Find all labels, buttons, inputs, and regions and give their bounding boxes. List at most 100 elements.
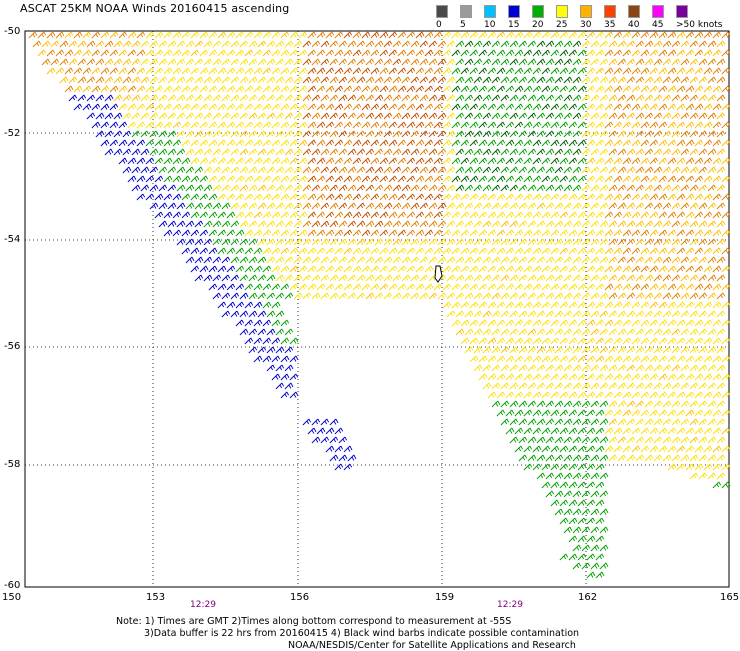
wind-barb (118, 31, 128, 39)
wind-barb (338, 292, 348, 300)
wind-barb (581, 166, 591, 174)
wind-barb (604, 139, 614, 147)
wind-barb (307, 427, 317, 435)
wind-barb (487, 373, 497, 381)
colorbar-swatch (580, 5, 592, 18)
wind-barb (397, 121, 407, 129)
wind-barb (185, 94, 195, 102)
wind-barb (694, 373, 704, 381)
wind-barb (365, 292, 375, 300)
wind-barb (676, 301, 686, 309)
wind-barb (190, 157, 200, 165)
wind-barb (509, 148, 519, 156)
wind-barb (338, 436, 348, 444)
wind-barb (572, 526, 582, 534)
wind-barb (289, 283, 299, 291)
wind-barb (482, 112, 492, 120)
wind-barb (343, 283, 353, 291)
wind-barb (707, 76, 717, 84)
wind-barb (352, 265, 362, 273)
wind-barb (212, 94, 222, 102)
wind-barb (199, 193, 209, 201)
wind-barb (527, 184, 537, 192)
wind-barb (541, 427, 551, 435)
wind-barb (338, 454, 348, 462)
wind-barb (559, 553, 569, 561)
wind-barb (347, 40, 357, 48)
colorbar-label: 35 (604, 20, 616, 30)
wind-barb (383, 220, 393, 228)
wind-barb (217, 103, 227, 111)
wind-barb (703, 103, 713, 111)
wind-barb (127, 31, 137, 39)
wind-barb (289, 265, 299, 273)
wind-barb (334, 193, 344, 201)
wind-barb (298, 265, 308, 273)
colorbar-label: 15 (508, 20, 520, 30)
wind-barb (374, 40, 384, 48)
wind-barb (590, 508, 600, 516)
wind-barb (613, 139, 623, 147)
wind-barb (532, 463, 542, 471)
wind-barb (365, 256, 375, 264)
wind-barb (514, 139, 524, 147)
wind-barb (527, 346, 537, 354)
wind-barb (536, 256, 546, 264)
wind-barb (266, 112, 276, 120)
wind-barb (478, 247, 488, 255)
wind-barb (473, 238, 483, 246)
wind-barb (365, 238, 375, 246)
wind-barb (446, 220, 456, 228)
wind-barb (446, 112, 456, 120)
wind-barb (316, 193, 326, 201)
wind-barb (455, 220, 465, 228)
wind-barb (217, 31, 227, 39)
wind-barb (604, 67, 614, 75)
wind-barb (482, 94, 492, 102)
wind-barb (667, 283, 677, 291)
wind-barb (635, 112, 645, 120)
wind-barb (212, 220, 222, 228)
wind-barb (671, 418, 681, 426)
wind-barb (266, 130, 276, 138)
wind-barb (28, 31, 38, 39)
wind-barb (356, 76, 366, 84)
wind-barb (586, 391, 596, 399)
wind-barb (347, 292, 357, 300)
wind-barb (703, 85, 713, 93)
wind-barb (208, 193, 218, 201)
wind-barb (307, 67, 317, 75)
wind-barb (325, 445, 335, 453)
wind-barb (554, 238, 564, 246)
wind-barb (455, 202, 465, 210)
wind-barb (388, 175, 398, 183)
wind-barb (464, 310, 474, 318)
wind-barb (716, 112, 726, 120)
wind-barb (568, 265, 578, 273)
wind-barb (653, 166, 663, 174)
wind-barb (257, 148, 267, 156)
wind-barb (572, 490, 582, 498)
wind-barb (343, 229, 353, 237)
wind-barb (190, 247, 200, 255)
wind-barb (550, 175, 560, 183)
wind-barb (419, 220, 429, 228)
wind-barb (527, 382, 537, 390)
colorbar-swatch (436, 5, 448, 18)
wind-barb (410, 112, 420, 120)
wind-barb (221, 112, 231, 120)
wind-barb (428, 58, 438, 66)
wind-barb (617, 184, 627, 192)
wind-barb (226, 283, 236, 291)
wind-barb (221, 220, 231, 228)
wind-barb (577, 301, 587, 309)
wind-barb (271, 157, 281, 165)
wind-barb (568, 517, 578, 525)
wind-barb (608, 328, 618, 336)
wind-barb (604, 373, 614, 381)
wind-barb (599, 274, 609, 282)
wind-barb (248, 202, 258, 210)
wind-barb (590, 490, 600, 498)
wind-barb (334, 157, 344, 165)
wind-barb (703, 67, 713, 75)
